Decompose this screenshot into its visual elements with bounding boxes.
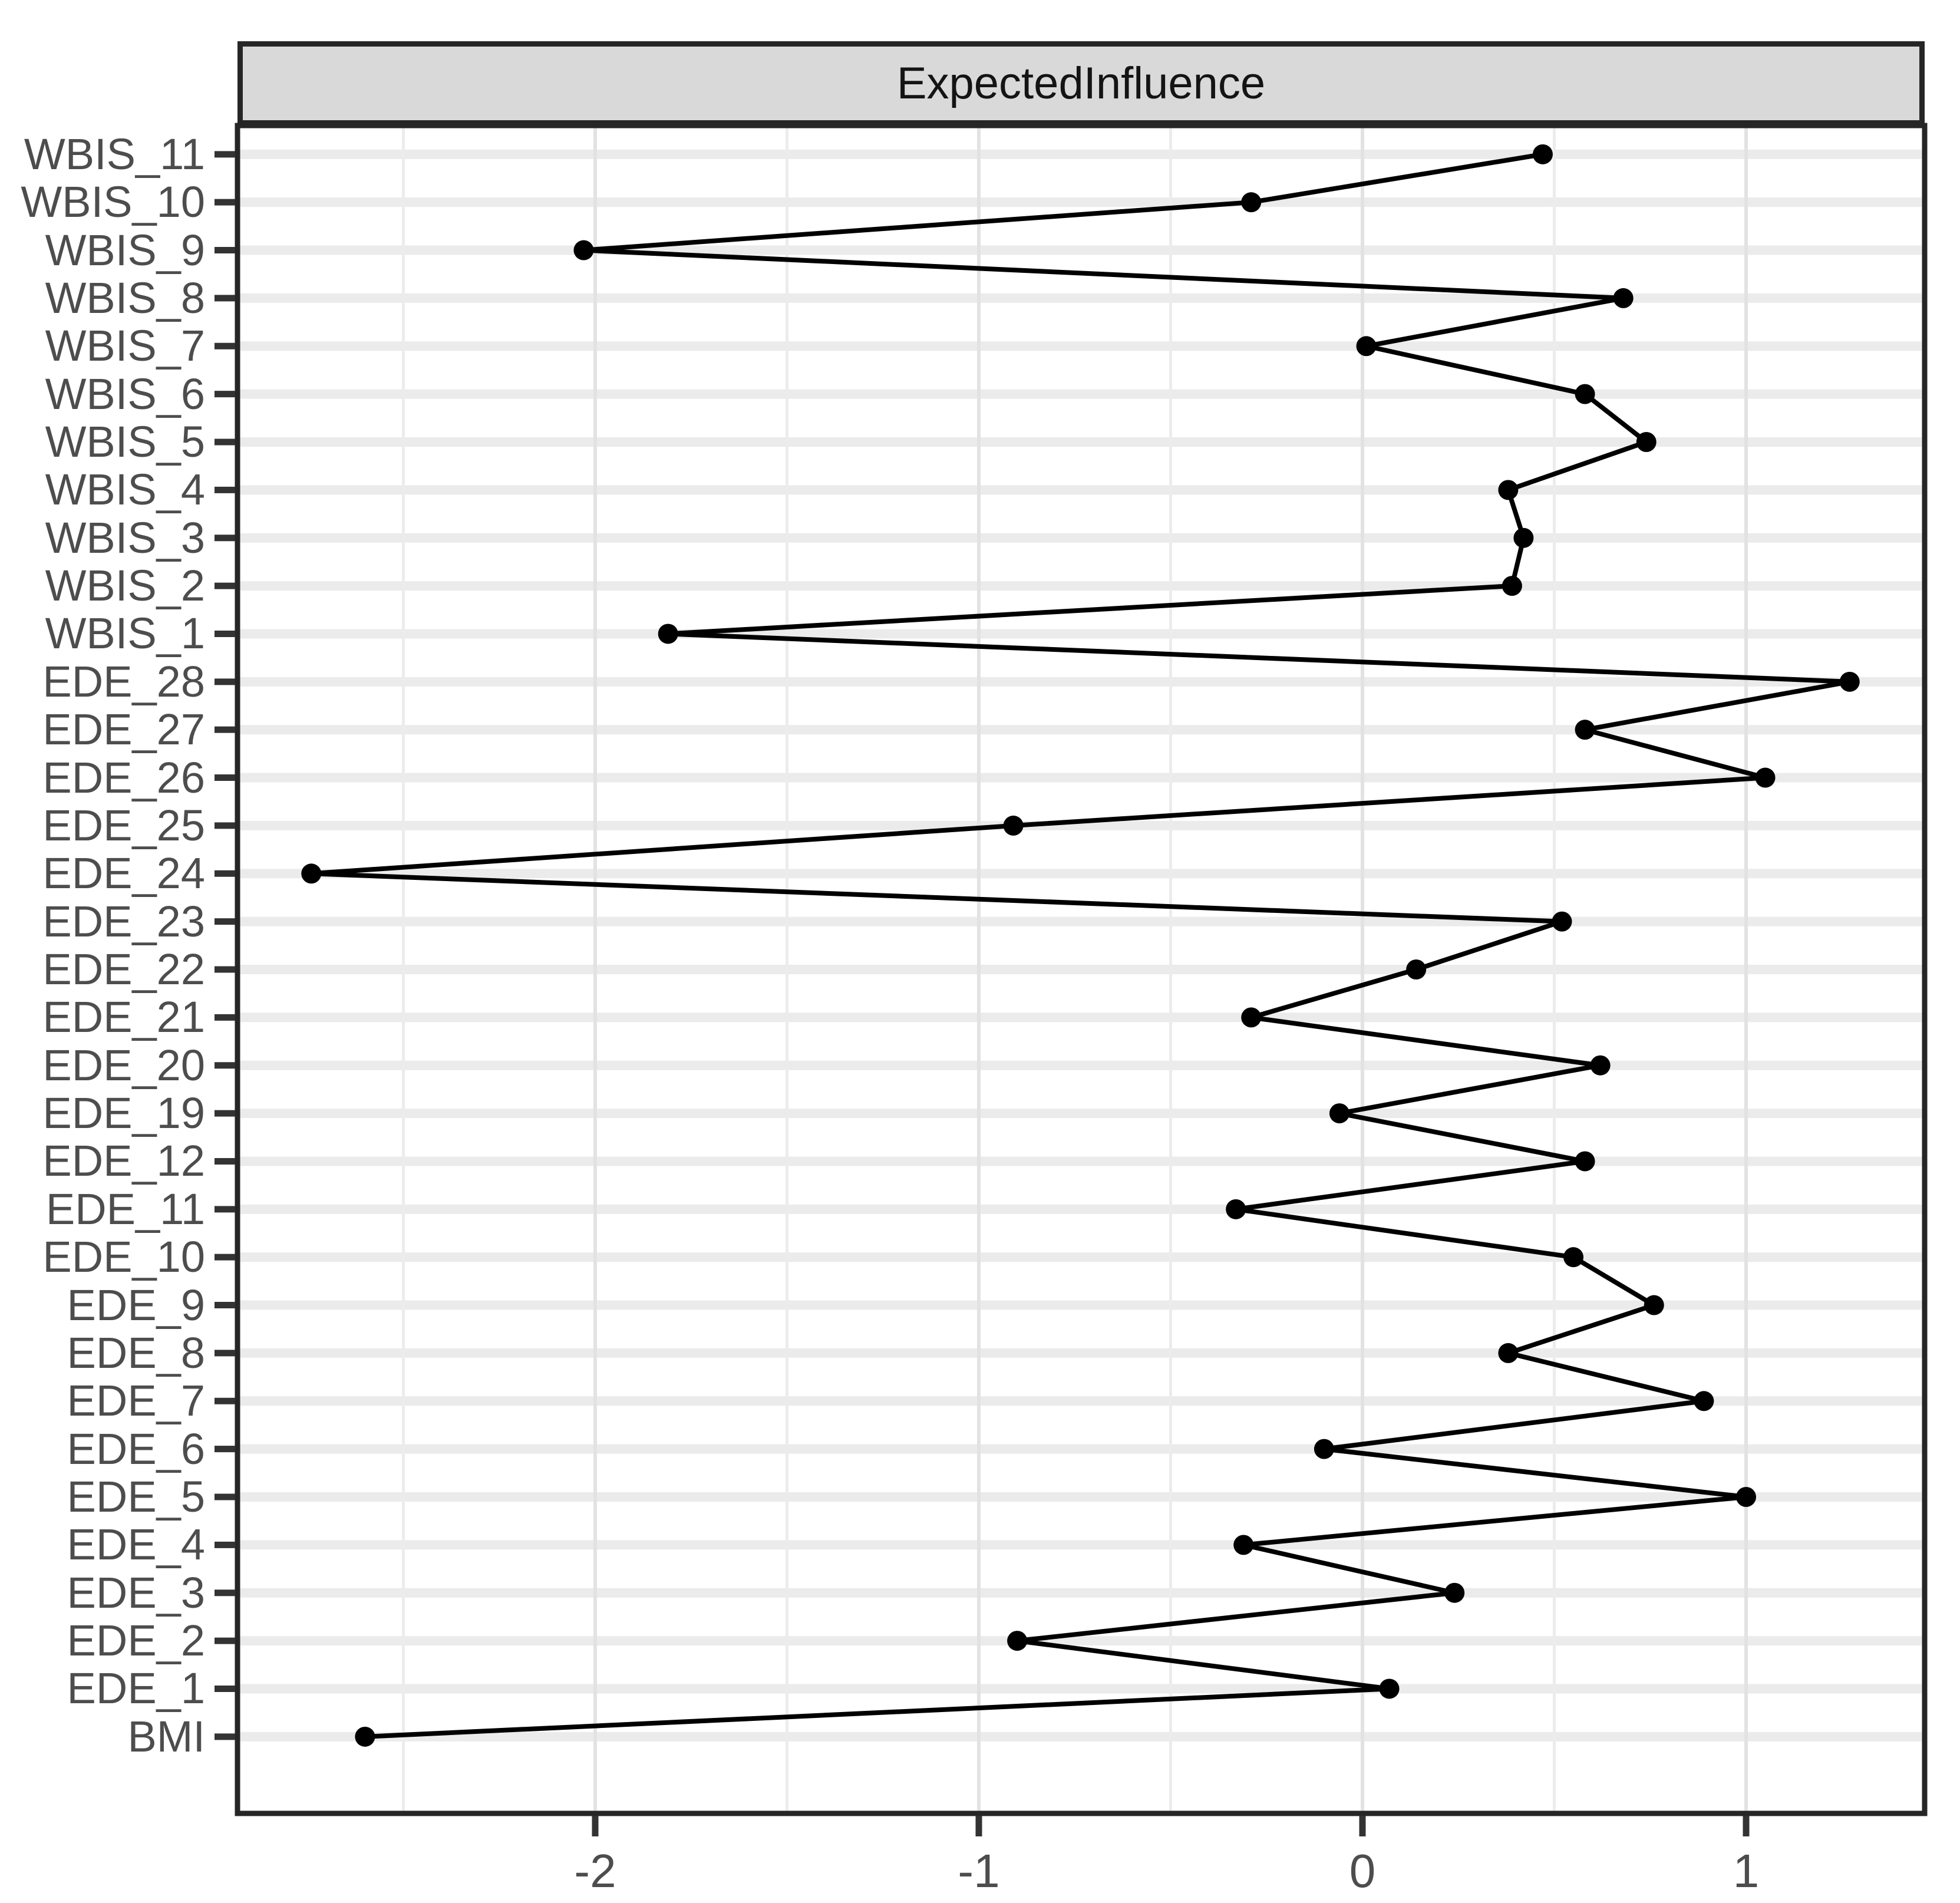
data-point-WBIS_7 (1356, 336, 1377, 357)
y-axis-label-EDE_12: EDE_12 (42, 1136, 205, 1185)
y-axis-label-EDE_26: EDE_26 (42, 753, 205, 802)
data-point-WBIS_3 (1513, 527, 1534, 548)
facet-strip: ExpectedInfluence (237, 41, 1925, 126)
y-axis-label-EDE_10: EDE_10 (42, 1232, 205, 1281)
data-point-EDE_9 (1644, 1295, 1664, 1315)
y-axis-label-EDE_20: EDE_20 (42, 1041, 205, 1090)
y-axis-label-EDE_21: EDE_21 (42, 992, 205, 1041)
x-axis-tick-label--1: -1 (958, 1845, 1000, 1897)
y-axis-label-EDE_8: EDE_8 (67, 1328, 205, 1377)
y-axis-label-WBIS_7: WBIS_7 (45, 321, 205, 370)
x-axis-tick-label-0: 0 (1349, 1845, 1376, 1897)
y-axis-label-EDE_4: EDE_4 (67, 1520, 205, 1569)
y-axis-label-EDE_25: EDE_25 (42, 801, 205, 850)
data-point-EDE_11 (1226, 1199, 1246, 1219)
data-point-EDE_24 (301, 863, 322, 884)
data-point-EDE_4 (1233, 1535, 1254, 1555)
profile-line (309, 151, 1852, 1739)
data-point-EDE_23 (1552, 911, 1572, 932)
data-point-BMI (355, 1726, 375, 1747)
y-axis-label-WBIS_10: WBIS_10 (21, 177, 205, 226)
data-point-EDE_10 (1563, 1247, 1584, 1268)
data-point-EDE_7 (1694, 1391, 1714, 1411)
y-axis-label-EDE_7: EDE_7 (67, 1376, 205, 1425)
x-axis-tick-label--2: -2 (574, 1845, 616, 1897)
y-axis-label-EDE_1: EDE_1 (67, 1664, 205, 1713)
data-point-EDE_12 (1575, 1151, 1595, 1172)
y-axis-label-WBIS_5: WBIS_5 (45, 417, 205, 466)
y-axis-label-EDE_24: EDE_24 (42, 849, 205, 898)
y-axis-label-BMI: BMI (127, 1712, 205, 1761)
data-point-EDE_26 (1755, 767, 1776, 788)
y-axis-label-WBIS_2: WBIS_2 (45, 561, 205, 610)
data-point-WBIS_2 (1502, 576, 1522, 596)
y-axis-label-WBIS_1: WBIS_1 (45, 609, 205, 658)
data-point-EDE_20 (1590, 1055, 1611, 1076)
y-axis-label-EDE_22: EDE_22 (42, 945, 205, 994)
data-point-WBIS_9 (573, 240, 594, 260)
data-point-EDE_5 (1736, 1487, 1756, 1507)
y-axis-label-EDE_5: EDE_5 (67, 1472, 205, 1521)
data-point-EDE_8 (1498, 1343, 1519, 1363)
y-axis-label-WBIS_11: WBIS_11 (24, 130, 205, 179)
data-point-WBIS_6 (1575, 384, 1595, 404)
y-axis-label-WBIS_9: WBIS_9 (45, 226, 205, 275)
data-point-EDE_27 (1575, 720, 1595, 740)
y-axis-label-WBIS_4: WBIS_4 (45, 465, 205, 514)
data-point-EDE_28 (1839, 671, 1860, 692)
y-axis-label-EDE_6: EDE_6 (67, 1424, 205, 1473)
data-point-WBIS_8 (1613, 288, 1634, 308)
data-point-WBIS_10 (1241, 192, 1262, 213)
data-point-EDE_21 (1241, 1007, 1262, 1028)
data-point-EDE_2 (1007, 1631, 1028, 1651)
y-axis-label-EDE_11: EDE_11 (45, 1185, 205, 1234)
y-axis-label-EDE_3: EDE_3 (67, 1568, 205, 1617)
y-axis-label-EDE_2: EDE_2 (67, 1616, 205, 1665)
facet-strip-title: ExpectedInfluence (896, 58, 1266, 108)
data-point-EDE_25 (1003, 815, 1024, 836)
panel-border (235, 123, 1928, 1816)
y-axis-label-EDE_23: EDE_23 (42, 897, 205, 946)
x-axis-tick-label-1: 1 (1733, 1845, 1760, 1897)
y-axis-label-EDE_28: EDE_28 (42, 657, 205, 706)
y-axis-label-EDE_9: EDE_9 (67, 1281, 205, 1330)
y-axis-label-WBIS_6: WBIS_6 (45, 370, 205, 418)
data-point-WBIS_4 (1498, 480, 1519, 500)
y-axis-label-EDE_27: EDE_27 (42, 705, 205, 754)
data-point-EDE_22 (1406, 959, 1427, 979)
data-point-EDE_1 (1379, 1678, 1400, 1699)
data-point-EDE_6 (1314, 1439, 1334, 1459)
y-axis-label-WBIS_3: WBIS_3 (45, 513, 205, 562)
data-point-WBIS_1 (658, 624, 678, 644)
data-point-WBIS_5 (1636, 432, 1657, 452)
data-point-EDE_19 (1329, 1103, 1349, 1124)
data-point-WBIS_11 (1532, 144, 1553, 164)
y-axis-label-WBIS_8: WBIS_8 (45, 273, 205, 322)
data-point-EDE_3 (1444, 1582, 1465, 1603)
y-axis-label-EDE_19: EDE_19 (42, 1089, 205, 1137)
